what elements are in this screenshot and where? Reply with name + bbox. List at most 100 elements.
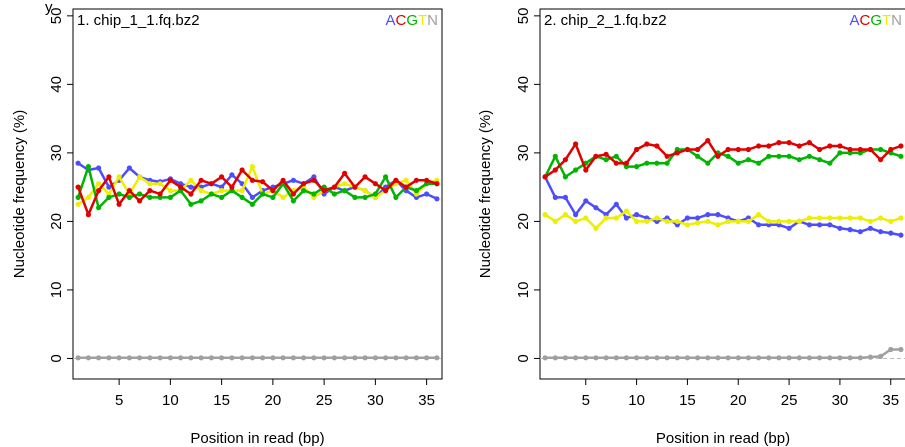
series-point-C — [270, 188, 276, 194]
series-point-T — [827, 215, 833, 221]
series-point-G — [796, 157, 802, 163]
series-point-T — [786, 218, 792, 224]
series-point-C — [219, 174, 225, 180]
series-point-G — [573, 167, 579, 173]
series-point-T — [847, 215, 853, 221]
series-point-T — [654, 215, 660, 221]
series-point-C — [776, 140, 782, 146]
series-point-T — [766, 218, 772, 224]
x-axis-title: Position in read (bp) — [656, 430, 790, 447]
series-point-T — [573, 218, 579, 224]
y-tick-label: 20 — [48, 213, 65, 230]
series-point-C — [644, 141, 650, 147]
series-point-C — [542, 174, 548, 180]
series-point-G — [898, 153, 904, 159]
series-point-N — [85, 355, 91, 361]
series-point-G — [352, 194, 358, 200]
series-point-T — [147, 181, 153, 187]
series-point-N — [413, 355, 419, 361]
series-point-N — [664, 355, 670, 361]
series-point-C — [393, 177, 399, 183]
series-point-N — [654, 355, 660, 361]
series-point-C — [311, 177, 317, 183]
y-axis-title: Nucleotide frequency (%) — [11, 110, 28, 278]
series-point-A — [817, 222, 823, 228]
series-group — [542, 138, 904, 361]
series-point-C — [898, 143, 904, 149]
series-point-N — [147, 355, 153, 361]
series-point-N — [208, 355, 214, 361]
series-point-T — [157, 181, 163, 187]
series-point-N — [593, 355, 599, 361]
series-point-C — [623, 160, 630, 166]
series-point-T — [664, 218, 670, 224]
series-point-N — [393, 355, 399, 361]
legend: ACGTN — [385, 12, 438, 29]
series-point-A — [593, 205, 599, 211]
legend-entry-T: T — [418, 12, 427, 29]
series-point-C — [613, 160, 619, 166]
series-point-G — [393, 194, 399, 200]
series-point-C — [229, 184, 235, 190]
series-point-T — [725, 218, 731, 224]
series-point-G — [147, 194, 153, 200]
panel-title: 2. chip_2_1.fq.bz2 — [544, 12, 667, 29]
y-tick-label: 30 — [48, 145, 65, 162]
series-point-C — [208, 181, 214, 187]
series-point-G — [878, 146, 884, 153]
series-point-T — [280, 194, 286, 200]
x-tick-label: 5 — [582, 392, 590, 409]
series-point-C — [249, 177, 255, 183]
series-point-N — [684, 355, 691, 361]
series-point-C — [198, 177, 204, 183]
series-point-T — [603, 215, 609, 221]
series-point-N — [270, 355, 276, 361]
series-point-N — [542, 355, 548, 361]
series-point-C — [766, 143, 772, 149]
series-point-G — [756, 160, 762, 166]
chart-panel-1: 0 10 20 30 40 50 5 10 15 20 25 30 35 Position in read… — [11, 8, 443, 447]
series-point-G — [85, 164, 91, 170]
series-point-T — [745, 218, 752, 224]
series-point-N — [157, 355, 163, 361]
series-point-G — [664, 160, 670, 166]
plot-frame — [72, 8, 443, 380]
series-point-G — [126, 194, 132, 200]
series-point-G — [239, 194, 245, 200]
series-point-A — [249, 194, 255, 200]
series-point-G — [362, 194, 368, 200]
series-point-T — [75, 201, 81, 207]
series-point-C — [817, 146, 823, 153]
series-point-N — [383, 355, 389, 361]
series-point-C — [126, 188, 132, 194]
series-point-T — [867, 218, 874, 224]
series-point-G — [817, 157, 823, 163]
series-line-T — [544, 209, 902, 230]
series-point-T — [562, 212, 569, 218]
series-point-T — [674, 218, 680, 224]
y-axis-title: Nucleotide frequency (%) — [477, 110, 494, 278]
series-point-N — [434, 355, 440, 361]
series-point-N — [817, 355, 823, 361]
series-point-G — [167, 194, 173, 200]
series-point-N — [827, 355, 833, 361]
series-point-C — [715, 153, 721, 159]
series-point-C — [684, 146, 691, 153]
series-point-G — [116, 191, 122, 197]
plot-frame — [539, 8, 905, 380]
series-point-T — [249, 164, 255, 170]
series-point-A — [290, 177, 296, 183]
series-point-C — [362, 174, 368, 180]
series-point-A — [573, 212, 579, 218]
series-point-N — [137, 355, 143, 361]
series-point-T — [837, 215, 843, 221]
legend-entry-C: C — [395, 12, 406, 29]
series-point-G — [331, 191, 337, 197]
x-tick-label: 20 — [265, 392, 282, 409]
x-axis-title: Position in read (bp) — [190, 430, 324, 447]
series-point-N — [634, 355, 640, 361]
series-point-N — [260, 355, 266, 361]
series-point-N — [786, 355, 792, 361]
series-point-N — [867, 354, 874, 360]
series-point-C — [796, 143, 802, 149]
